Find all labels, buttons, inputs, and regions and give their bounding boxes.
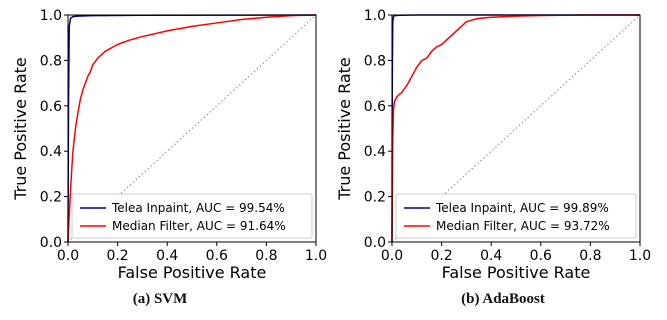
y-tick-label: 0.6 (364, 99, 386, 115)
x-tick-label: 0.8 (255, 248, 277, 264)
legend: Telea Inpaint, AUC = 99.54% Median Filter… (71, 193, 313, 239)
y-tick-label: 0.8 (364, 53, 386, 69)
x-tick-label: 0.4 (156, 248, 178, 264)
x-tick-label: 0.6 (206, 248, 228, 264)
x-tick-label: 0.2 (106, 248, 128, 264)
caption-svm: (a) SVM (132, 291, 188, 307)
y-tick-label: 0.8 (40, 53, 62, 69)
legend-box (71, 193, 313, 239)
legend-entry-label: Telea Inpaint, AUC = 99.54% (111, 201, 285, 215)
x-axis-label: False Positive Rate (442, 263, 591, 282)
legend-entry-label: Median Filter, AUC = 91.64% (112, 219, 286, 233)
y-tick-label: 0.6 (40, 99, 62, 115)
y-tick-label: 0.2 (364, 190, 386, 206)
y-axis-label: True Positive Rate (11, 57, 30, 201)
y-tick-label: 1.0 (364, 8, 386, 24)
series-line-median (391, 14, 640, 243)
x-tick-label: 0.0 (381, 248, 403, 264)
legend-entry-label: Median Filter, AUC = 93.72% (436, 219, 610, 233)
x-tick-label: 0.2 (430, 248, 452, 264)
x-tick-label: 0.6 (530, 248, 552, 264)
x-tick-label: 0.8 (579, 248, 601, 264)
y-tick-label: 1.0 (40, 8, 62, 24)
y-tick-label: 0.2 (40, 190, 62, 206)
legend-box (395, 193, 637, 239)
y-tick-label: 0.0 (364, 235, 386, 251)
roc-chart-1: 0.0 0.2 0.4 0.6 0.8 1.0 0.0 0.2 0.4 0.6 0.8 1.0 Fals… (11, 8, 327, 282)
y-tick-label: 0.4 (40, 144, 62, 160)
x-tick-label: 1.0 (305, 248, 327, 264)
legend: Telea Inpaint, AUC = 99.89% Median Filter… (395, 193, 637, 239)
y-tick-label: 0.4 (364, 144, 386, 160)
x-tick-label: 0.0 (57, 248, 79, 264)
caption-adaboost: (b) AdaBoost (461, 291, 545, 307)
legend-entry-label: Telea Inpaint, AUC = 99.89% (435, 201, 609, 215)
roc-chart-2: 0.0 0.2 0.4 0.6 0.8 1.0 0.0 0.2 0.4 0.6 0.8 1.0 Fals… (335, 8, 651, 282)
x-tick-label: 0.4 (480, 248, 502, 264)
x-axis-label: False Positive Rate (118, 263, 267, 282)
plot-frame (67, 14, 317, 243)
y-tick-label: 0.0 (40, 235, 62, 251)
x-tick-label: 1.0 (629, 248, 651, 264)
plot-frame (391, 14, 641, 243)
y-axis-label: True Positive Rate (335, 57, 354, 201)
series-line-median (67, 14, 317, 243)
